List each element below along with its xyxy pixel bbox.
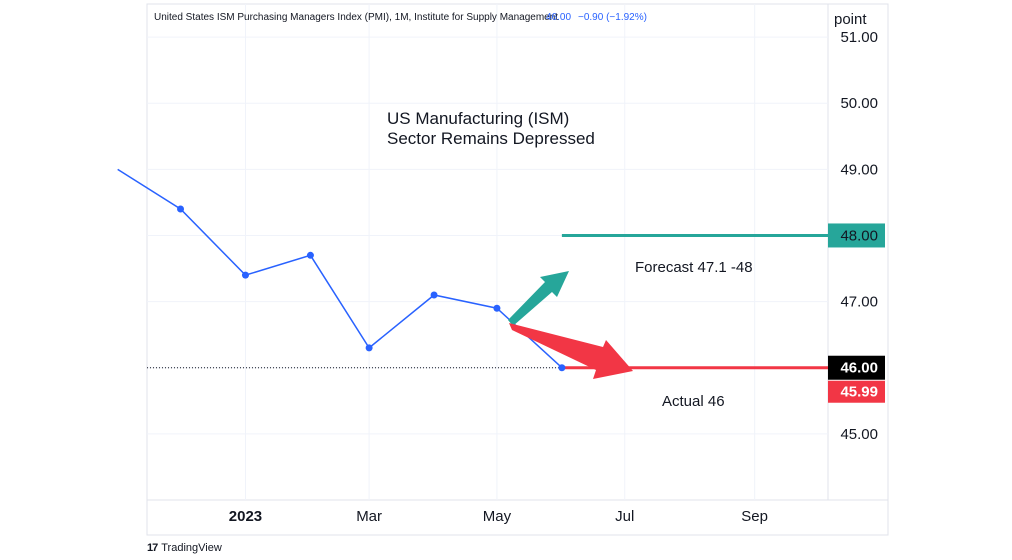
data-point <box>365 344 373 352</box>
x-tick-label: Sep <box>741 508 768 525</box>
data-point <box>306 251 314 259</box>
tradingview-logo-icon: 17 <box>147 542 158 554</box>
annotation-line-2: Sector Remains Depressed <box>387 129 595 148</box>
last-price-badge-label: 46.00 <box>840 360 878 377</box>
data-point <box>177 205 185 213</box>
down-arrow <box>509 323 633 379</box>
data-point <box>493 304 501 312</box>
grid <box>147 4 828 500</box>
y-tick-label: 45.00 <box>840 426 878 443</box>
forecast-badge <box>828 223 885 248</box>
axis-unit-label[interactable]: point <box>834 11 867 28</box>
tradingview-brand: TradingView <box>161 542 222 554</box>
actual-badge-label: 45.99 <box>840 384 878 401</box>
x-tick-label: Mar <box>356 508 382 525</box>
tradingview-attribution[interactable]: 17 TradingView <box>147 542 222 554</box>
up-arrow <box>508 271 569 326</box>
unit-label-box[interactable] <box>829 5 884 35</box>
data-point <box>241 271 249 279</box>
x-tick-label: May <box>483 508 512 525</box>
x-tick-label: Jul <box>615 508 634 525</box>
forecast-badge-label: 48.00 <box>840 227 878 244</box>
last-value: 46.00 <box>546 12 571 23</box>
forecast-label: Forecast 47.1 -48 <box>635 259 753 276</box>
symbol-info: United States ISM Purchasing Managers In… <box>154 12 558 23</box>
series-line <box>117 168 563 369</box>
actual-badge <box>828 380 885 403</box>
x-tick-label: 2023 <box>229 508 262 525</box>
y-tick-label: 51.00 <box>840 29 878 46</box>
price-badges: 48.00 46.00 45.99 <box>828 223 885 403</box>
y-tick-label: 50.00 <box>840 95 878 112</box>
data-point <box>558 364 566 372</box>
chart-frame <box>146 3 889 536</box>
change-value: −0.90 (−1.92%) <box>578 12 647 23</box>
actual-label: Actual 46 <box>662 393 725 410</box>
y-tick-label: 47.00 <box>840 294 878 311</box>
data-point <box>430 291 438 299</box>
annotation-line-1: US Manufacturing (ISM) <box>387 109 569 128</box>
y-tick-label: 49.00 <box>840 161 878 178</box>
last-price-badge <box>828 355 885 380</box>
